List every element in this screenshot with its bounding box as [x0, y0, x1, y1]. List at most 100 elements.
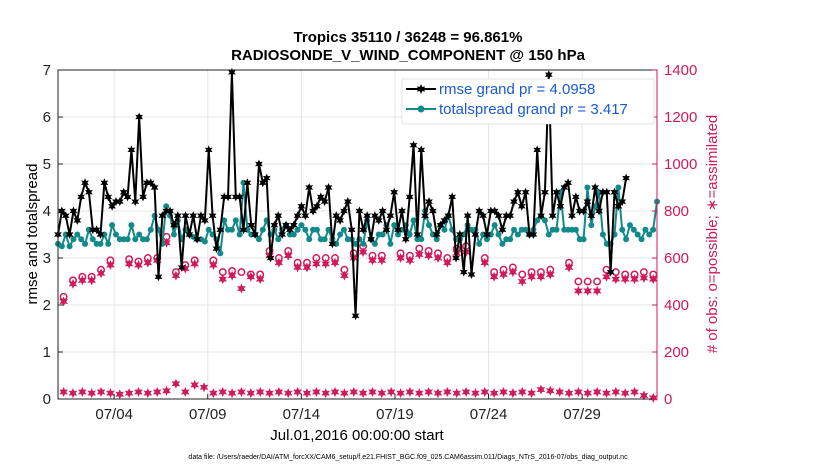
y-right-tick-label: 1400: [664, 62, 697, 79]
spread-point: [588, 222, 595, 229]
rmse-point: [417, 145, 426, 155]
spread-point: [418, 236, 425, 243]
spread-point: [259, 226, 266, 233]
y-tick-label: 2: [43, 297, 51, 314]
rmse-point: [193, 234, 202, 244]
obs-low-point: [180, 386, 190, 397]
rmse-point: [370, 211, 379, 221]
spread-point: [499, 240, 506, 247]
obs-low-point: [237, 386, 246, 397]
spread-point: [646, 231, 653, 238]
obs-low-point: [620, 388, 630, 399]
obs-low-point: [508, 388, 518, 399]
obs-low-point: [78, 386, 87, 397]
rmse-point: [212, 244, 221, 254]
obs-low-point: [452, 388, 462, 399]
rmse-point: [398, 206, 406, 216]
obs-low-point: [283, 388, 293, 399]
spread-point: [391, 222, 398, 229]
obs-assimilated-point: [508, 267, 518, 278]
rmse-point: [425, 197, 433, 207]
rmse-point: [146, 178, 155, 188]
obs-assimilated-point: [545, 269, 555, 280]
rmse-point: [506, 211, 515, 221]
spread-point: [650, 226, 657, 233]
spread-point: [580, 236, 587, 243]
obs-assimilated-point: [283, 250, 293, 261]
obs-assimilated-point: [564, 262, 574, 273]
rmse-point: [521, 187, 530, 197]
y-right-tick-label: 1000: [664, 156, 697, 173]
rmse-point: [301, 211, 310, 221]
rmse-point: [235, 192, 244, 202]
x-tick-label: 07/04: [95, 406, 133, 423]
rmse-point: [115, 197, 124, 207]
obs-assimilated-point: [480, 257, 490, 268]
obs-assimilated-point: [246, 271, 256, 282]
spread-point: [132, 236, 139, 243]
spread-point: [147, 226, 154, 233]
obs-assimilated-point: [340, 270, 349, 281]
obs-low-point: [68, 388, 78, 399]
obs-assimilated-point: [639, 272, 649, 283]
rmse-point: [513, 187, 522, 197]
y-axis-label: rmse and totalspread: [24, 164, 41, 305]
rmse-point: [583, 197, 592, 207]
plot-area: [58, 70, 657, 399]
spread-point: [325, 226, 332, 233]
obs-low-point: [555, 386, 564, 397]
obs-low-point: [255, 386, 265, 397]
spread-point: [275, 236, 282, 243]
obs-assimilated-point: [499, 269, 508, 280]
obs-low-point: [377, 388, 387, 399]
rmse-point: [274, 211, 283, 221]
spread-point: [205, 226, 212, 233]
obs-assimilated-point: [396, 253, 405, 263]
obs-low-point: [199, 382, 209, 393]
rmse-point: [162, 206, 171, 216]
rmse-point: [262, 173, 271, 183]
rmse-point: [614, 201, 623, 211]
obs-low-point: [424, 386, 433, 397]
spread-point: [221, 217, 228, 224]
rmse-point: [405, 192, 414, 202]
legend-rmse-label: rmse grand pr = 4.0958: [439, 81, 595, 98]
obs-assimilated-point: [648, 274, 658, 285]
rmse-point: [320, 197, 329, 207]
spread-point: [638, 236, 645, 243]
obs-assimilated-point: [180, 263, 190, 274]
obs-low-point: [405, 386, 415, 397]
rmse-point: [556, 201, 565, 211]
obs-assimilated-point: [611, 274, 621, 285]
spread-point: [511, 226, 518, 233]
rmse-point: [108, 201, 116, 211]
y-tick-label: 4: [43, 203, 51, 220]
y-right-tick-label: 600: [664, 250, 689, 267]
rmse-point: [571, 192, 580, 202]
spread-point: [379, 231, 386, 238]
spread-point: [228, 226, 235, 233]
rmse-point: [92, 225, 101, 235]
obs-low-point: [321, 388, 331, 399]
spread-point: [623, 236, 630, 243]
legend-box: [401, 78, 655, 125]
rmse-point: [73, 215, 82, 225]
obs-assimilated-point: [134, 260, 143, 271]
rmse-point: [355, 206, 364, 216]
obs-assimilated-point: [227, 270, 237, 281]
x-axis-label: Jul.01,2016 00:00:00 start: [270, 427, 444, 444]
rmse-point: [413, 230, 422, 239]
spread-point: [143, 236, 150, 243]
obs-low-point: [602, 388, 611, 399]
obs-assimilated-point: [293, 262, 302, 273]
obs-low-point: [396, 388, 405, 399]
rmse-point: [622, 173, 630, 183]
obs-low-point: [115, 389, 125, 400]
obs-low-point: [293, 386, 302, 397]
rmse-point: [568, 211, 576, 221]
rmse-point: [467, 269, 476, 279]
spread-point: [236, 231, 243, 238]
rmse-point: [564, 178, 573, 188]
footer-datafile: data file: /Users/raeder/DAI/ATM_forcXX/…: [188, 454, 628, 461]
rmse-point: [316, 192, 325, 202]
